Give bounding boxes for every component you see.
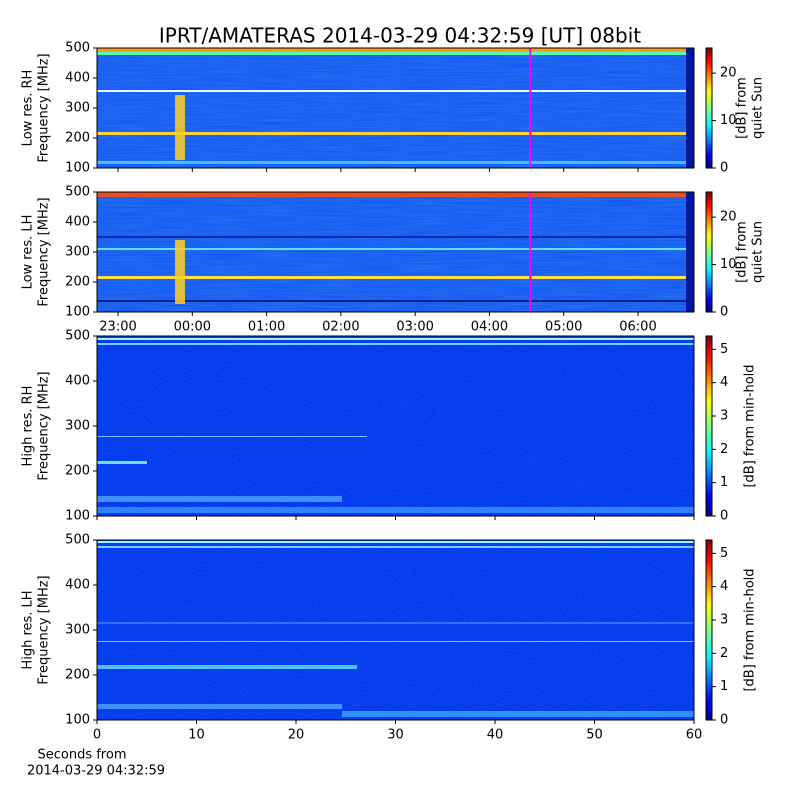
colorbar-tick-label: 2 <box>720 646 728 661</box>
x-tick-label: 60 <box>686 728 703 743</box>
colorbar-tick-label: 10 <box>720 113 737 128</box>
colorbar-label: [dB] from min-hold <box>743 364 758 487</box>
y-tick-label: 400 <box>65 71 90 86</box>
x-tick-label: 23:00 <box>99 320 136 335</box>
colorbar-tick-label: 3 <box>720 409 728 424</box>
y-tick-label: 400 <box>65 578 90 593</box>
colorbar-tick-label: 4 <box>720 579 728 594</box>
colorbar-tick-label: 20 <box>720 66 737 81</box>
y-tick-label: 200 <box>65 668 90 683</box>
colorbar-tick-label: 5 <box>720 342 728 357</box>
x-axis-label: Seconds from <box>37 748 126 763</box>
y-tick-label: 300 <box>65 419 90 434</box>
y-tick-label: 100 <box>65 713 90 728</box>
colorbar-tick-label: 2 <box>720 442 728 457</box>
x-tick-label: 20 <box>288 728 305 743</box>
colorbar-tick-label: 0 <box>720 161 728 176</box>
y-tick-label: 300 <box>65 623 90 638</box>
y-axis-label: Frequency [MHz] <box>37 197 52 306</box>
x-tick-label: 10 <box>188 728 205 743</box>
spectrogram-image <box>97 48 694 720</box>
x-tick-label: 05:00 <box>545 320 582 335</box>
y-tick-label: 300 <box>65 245 90 260</box>
x-tick-label: 00:00 <box>174 320 211 335</box>
x-tick-label: 0 <box>93 728 101 743</box>
colorbar-tick-label: 1 <box>720 679 728 694</box>
colorbar <box>705 539 713 721</box>
y-tick-label: 100 <box>65 161 90 176</box>
colorbar-tick-label: 0 <box>720 713 728 728</box>
y-axis-label: Frequency [MHz] <box>37 53 52 162</box>
x-tick-label: 02:00 <box>322 320 359 335</box>
colorbar-label: quiet Sun <box>751 221 766 283</box>
colorbar-label: quiet Sun <box>751 77 766 139</box>
y-axis-label: Frequency [MHz] <box>37 575 52 684</box>
y-axis-label: High res. LH <box>21 590 36 669</box>
x-tick-label: 01:00 <box>248 320 285 335</box>
y-tick-label: 200 <box>65 131 90 146</box>
y-tick-label: 500 <box>65 329 90 344</box>
y-tick-label: 400 <box>65 215 90 230</box>
colorbar <box>705 191 713 313</box>
y-tick-label: 200 <box>65 275 90 290</box>
y-tick-label: 500 <box>65 533 90 548</box>
chart-title: IPRT/AMATERAS 2014-03-29 04:32:59 [UT] 0… <box>159 24 641 48</box>
y-axis-label: High res. RH <box>21 386 36 467</box>
colorbar-tick-label: 0 <box>720 305 728 320</box>
colorbar-tick-label: 1 <box>720 475 728 490</box>
y-tick-label: 200 <box>65 464 90 479</box>
colorbar-tick-label: 10 <box>720 257 737 272</box>
x-axis-label: 2014-03-29 04:32:59 <box>27 764 165 779</box>
colorbar-label: [dB] from <box>735 77 750 139</box>
x-tick-label: 30 <box>387 728 404 743</box>
colorbar-tick-label: 3 <box>720 613 728 628</box>
x-tick-label: 40 <box>487 728 504 743</box>
colorbar-label: [dB] from min-hold <box>743 568 758 691</box>
colorbar-tick-label: 20 <box>720 210 737 225</box>
y-tick-label: 300 <box>65 101 90 116</box>
y-tick-label: 400 <box>65 374 90 389</box>
y-axis-label: Low res. RH <box>21 70 36 147</box>
colorbar-tick-label: 0 <box>720 509 728 524</box>
y-tick-label: 500 <box>65 41 90 56</box>
x-tick-label: 06:00 <box>619 320 656 335</box>
colorbar-tick-label: 5 <box>720 546 728 561</box>
y-axis-label: Low res. LH <box>21 215 36 290</box>
colorbar-label: [dB] from <box>735 221 750 283</box>
colorbar <box>705 47 713 169</box>
x-tick-label: 03:00 <box>396 320 433 335</box>
y-tick-label: 100 <box>65 509 90 524</box>
x-tick-label: 50 <box>586 728 603 743</box>
y-tick-label: 500 <box>65 185 90 200</box>
y-axis-label: Frequency [MHz] <box>37 371 52 480</box>
x-tick-label: 04:00 <box>471 320 508 335</box>
y-tick-label: 100 <box>65 305 90 320</box>
colorbar-tick-label: 4 <box>720 375 728 390</box>
colorbar <box>705 335 713 517</box>
